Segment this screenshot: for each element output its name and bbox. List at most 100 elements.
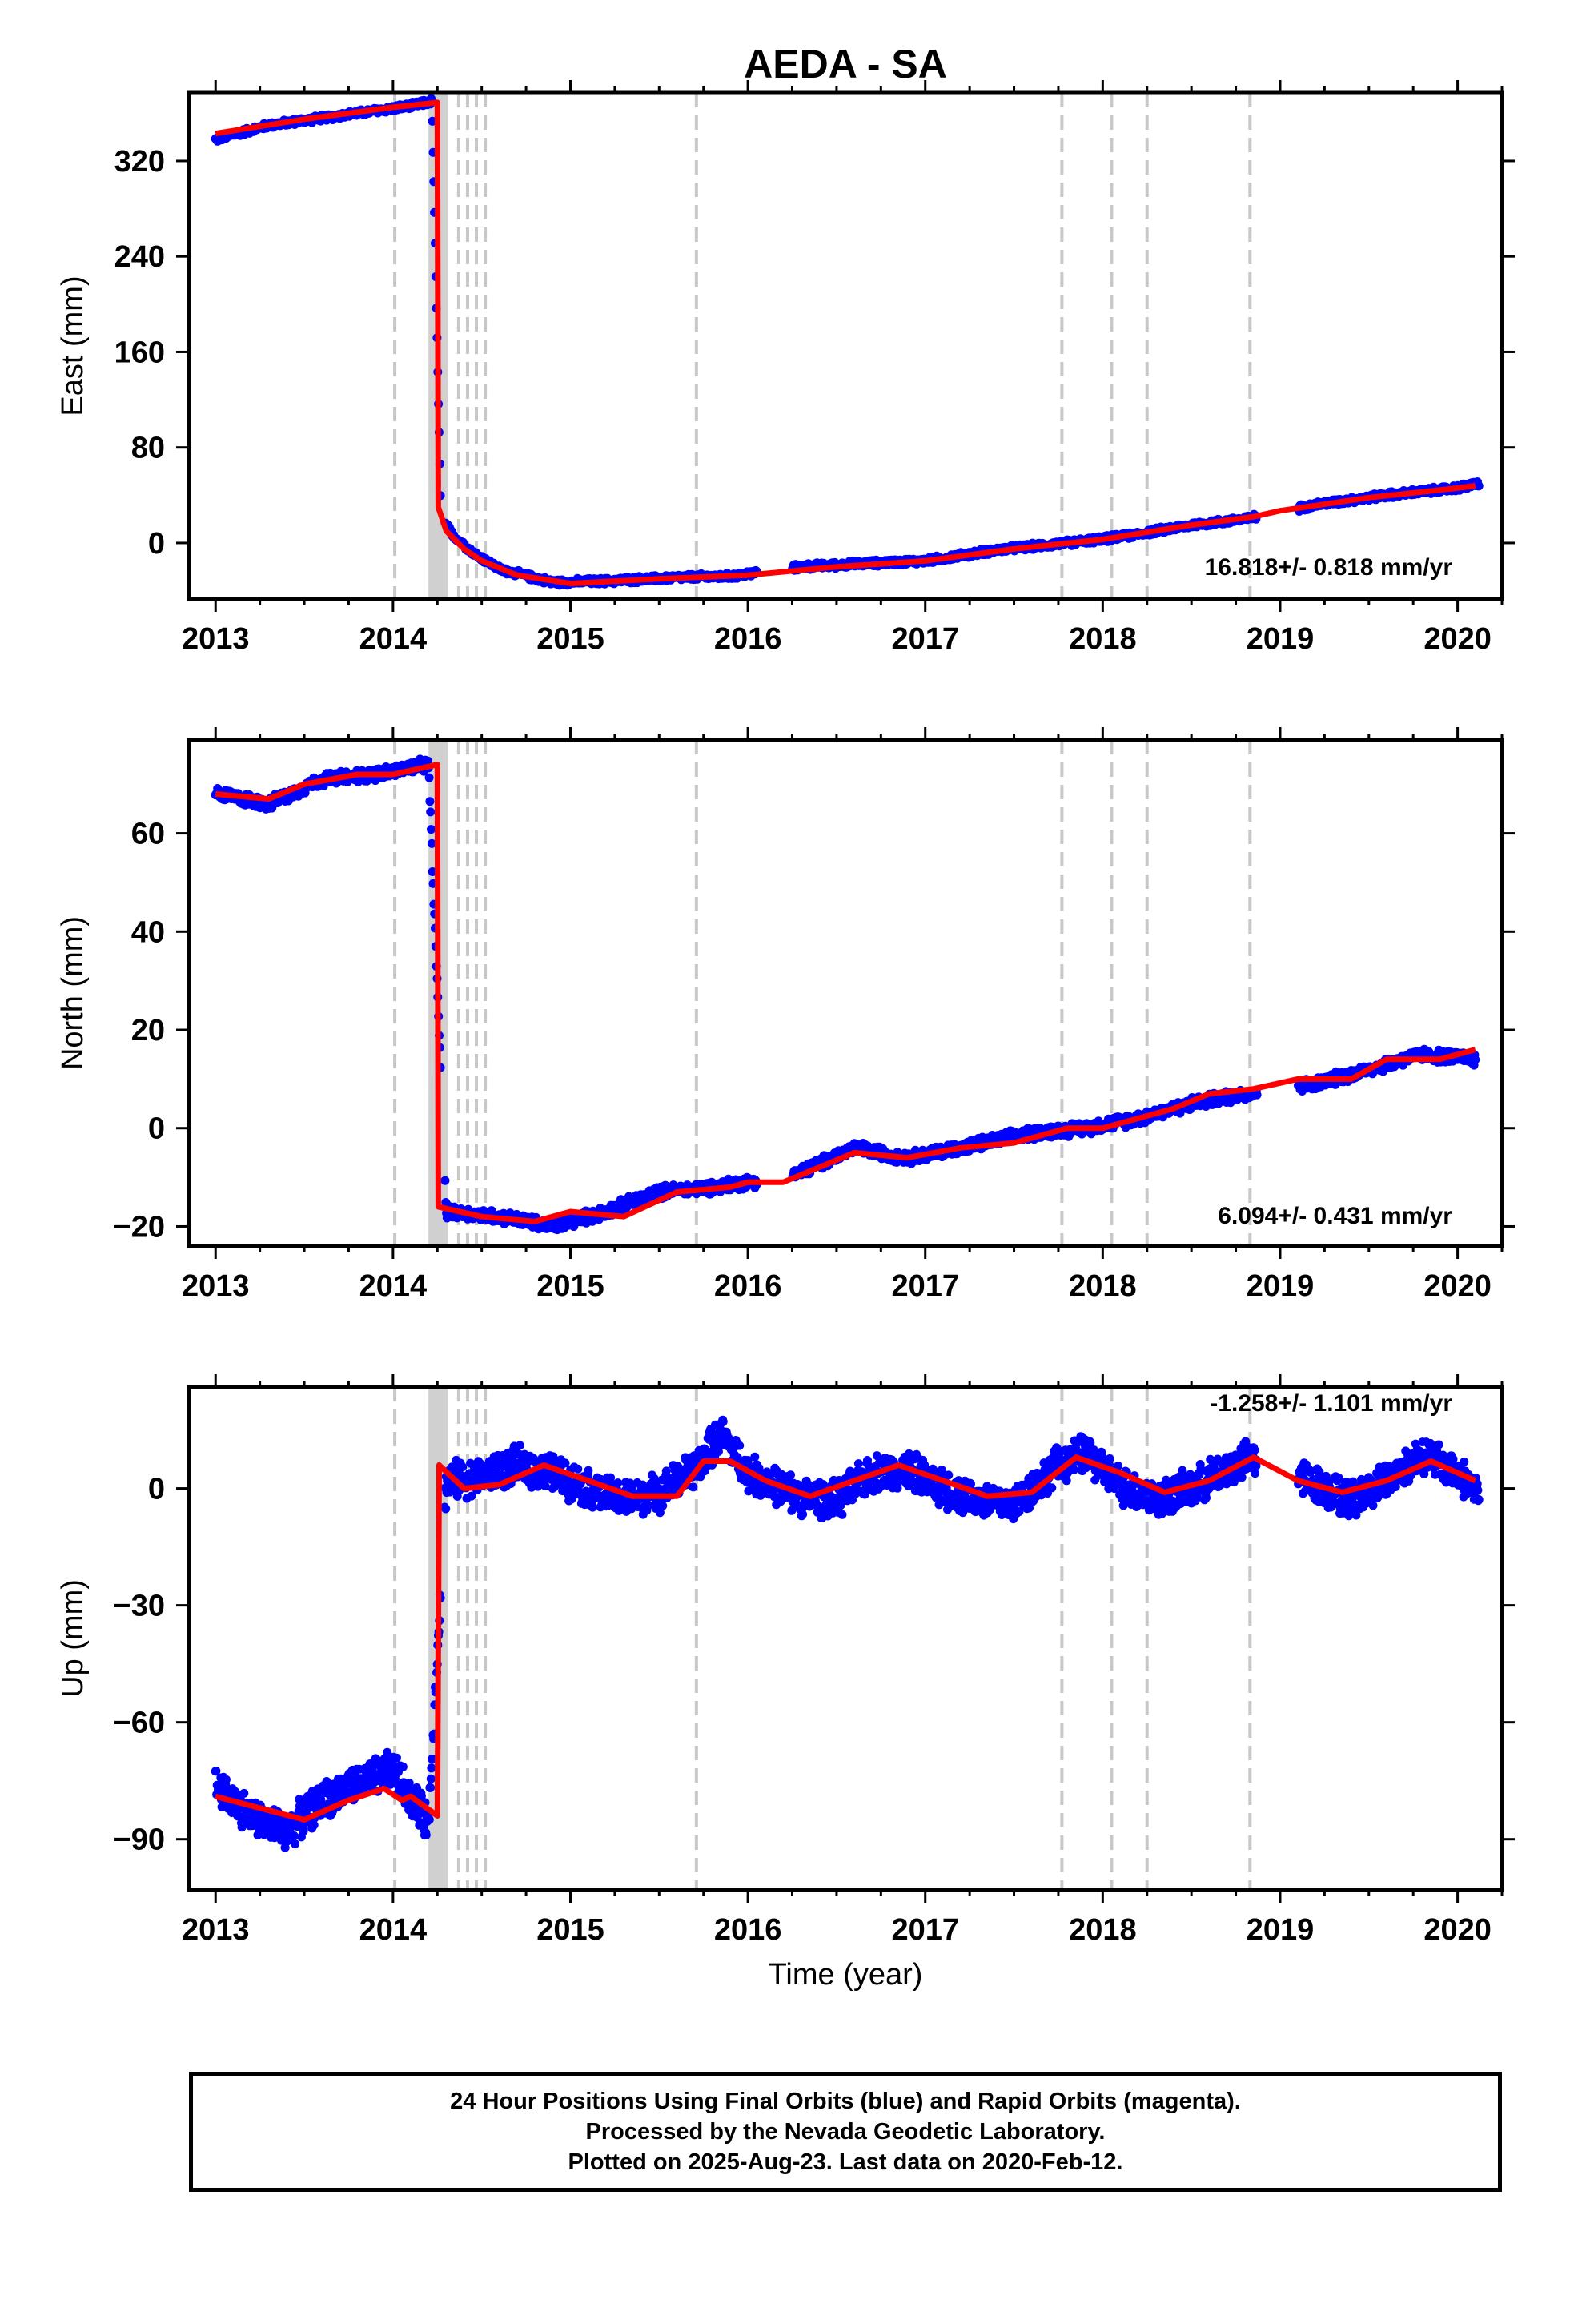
x-tick-label: 2014: [359, 1269, 428, 1303]
observation-point: [299, 1827, 308, 1836]
up-panel: 2013 2014 2015 2016 2017 2018 2019 2020−90−60−3…: [56, 1374, 1515, 1947]
y-tick-label: 20: [131, 1014, 165, 1047]
x-axis-ticks: [214, 727, 1504, 1259]
x-axis-ticks: [214, 80, 1504, 612]
observation-point: [458, 1462, 468, 1472]
observation-point: [798, 1510, 808, 1519]
observation-point: [423, 756, 432, 766]
y-axis-ticks: [176, 832, 1515, 1228]
observation-point: [426, 1774, 436, 1783]
y-tick-label: 240: [114, 240, 165, 274]
observation-point: [424, 1815, 434, 1824]
panel-frame: [187, 90, 1504, 601]
observation-points: [211, 754, 1480, 1235]
x-tick-label: 2016: [714, 1269, 782, 1303]
panel-frame: [187, 738, 1504, 1248]
x-tick-label: 2020: [1423, 622, 1492, 656]
y-tick-label: 60: [131, 818, 165, 851]
observation-point: [291, 1839, 300, 1848]
observation-point: [515, 1441, 524, 1450]
y-tick-label: 0: [148, 527, 165, 561]
observation-point: [425, 797, 435, 806]
model-line: [215, 762, 1476, 1224]
observation-point: [221, 1775, 231, 1784]
observation-point: [573, 1464, 583, 1474]
observation-point: [613, 1478, 623, 1488]
x-tick-label: 2020: [1423, 1269, 1492, 1303]
observation-point: [427, 838, 436, 848]
observation-point: [211, 1767, 221, 1775]
observation-point: [818, 1480, 828, 1490]
observation-point: [787, 1506, 797, 1515]
observation-point: [644, 1501, 653, 1510]
y-tick-label: −20: [114, 1210, 165, 1244]
observation-point: [309, 1820, 319, 1830]
x-tick-label: 2019: [1247, 1269, 1315, 1303]
observation-point: [467, 1491, 476, 1501]
x-tick-label: 2013: [182, 622, 250, 656]
x-tick-label: 2018: [1069, 1269, 1137, 1303]
y-tick-label: 320: [114, 145, 165, 179]
y-tick-label: 80: [131, 432, 165, 465]
observation-point: [383, 1747, 392, 1757]
plot-area: [211, 740, 1480, 1246]
x-tick-label: 2016: [714, 622, 782, 656]
plot-area: [211, 93, 1484, 599]
plot-area: [211, 1387, 1484, 1890]
observation-point: [750, 1452, 760, 1462]
x-tick-label: 2014: [359, 622, 428, 656]
x-tick-label: 2019: [1247, 622, 1315, 656]
x-tick-label: 2018: [1069, 622, 1137, 656]
observation-point: [661, 1466, 671, 1476]
observation-point: [426, 807, 436, 817]
observation-point: [588, 1502, 597, 1512]
observation-point: [1252, 1090, 1262, 1100]
east-panel: 2013 2014 2015 2016 2017 2018 2019 2020 0 80 160 24…: [56, 80, 1515, 656]
observation-point: [441, 1504, 451, 1514]
observation-point: [540, 1482, 550, 1490]
y-axis-ticks: [176, 159, 1515, 545]
model-line: [215, 99, 1476, 587]
y-tick-label: 160: [114, 336, 165, 369]
x-tick-label: 2017: [891, 622, 959, 656]
observation-point: [424, 773, 434, 782]
figure-title: AEDA - SA: [744, 42, 947, 86]
observation-point: [735, 1441, 745, 1450]
observation-point: [1471, 1055, 1480, 1064]
observation-point: [416, 1791, 426, 1801]
x-tick-label: 2013: [182, 1269, 250, 1303]
observation-points: [211, 94, 1484, 590]
observation-point: [421, 1831, 431, 1839]
rate-annotation: 6.094+/- 0.431 mm/yr: [1218, 1203, 1452, 1229]
observation-point: [440, 1176, 450, 1185]
observation-point: [392, 1753, 401, 1763]
observation-point: [1474, 481, 1484, 491]
observation-point: [584, 1466, 593, 1475]
observation-point: [428, 867, 437, 876]
observation-point: [718, 1417, 728, 1426]
observation-point: [733, 1453, 742, 1462]
rate-annotation: 16.818+/- 0.818 mm/yr: [1205, 554, 1453, 581]
observation-point: [658, 1501, 668, 1510]
y-axis-label: East (mm): [56, 275, 90, 416]
x-tick-label: 2015: [536, 622, 604, 656]
observation-point: [404, 1779, 414, 1788]
observation-point: [398, 1762, 408, 1771]
observation-point: [427, 1763, 436, 1773]
observation-point: [655, 1508, 665, 1518]
observation-point: [689, 1482, 698, 1492]
y-tick-label: 0: [148, 1112, 165, 1146]
observation-point: [427, 825, 436, 834]
observation-point: [560, 1458, 570, 1468]
observation-point: [837, 1510, 847, 1519]
observation-point: [633, 1502, 643, 1511]
y-axis-label: North (mm): [56, 916, 90, 1070]
x-tick-label: 2017: [891, 1269, 959, 1303]
y-tick-label: 40: [131, 915, 165, 949]
observation-point: [426, 1783, 436, 1792]
north-panel: 2013 2014 2015 2016 2017 2018 2019 2020 −20 0 20 40…: [56, 727, 1515, 1303]
observation-point: [239, 1788, 249, 1798]
observation-point: [428, 1755, 437, 1764]
x-tick-label: 2015: [536, 1269, 604, 1303]
